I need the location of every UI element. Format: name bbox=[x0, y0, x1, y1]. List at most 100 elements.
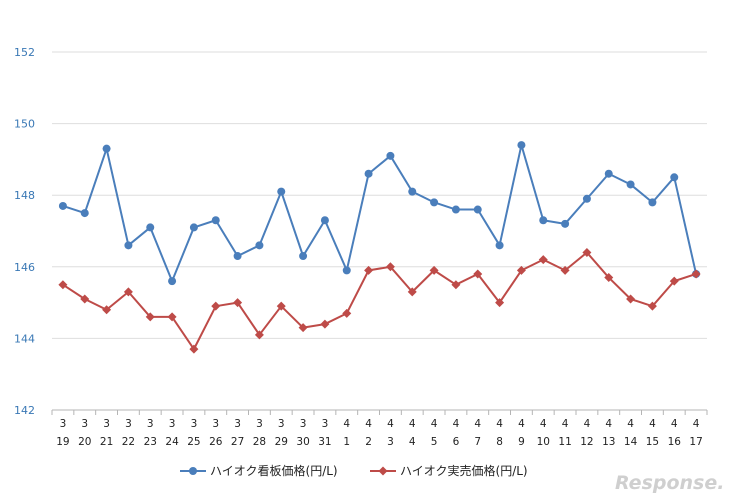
series-layer bbox=[58, 141, 701, 354]
data-point bbox=[299, 252, 308, 261]
x-tick-month: 4 bbox=[365, 418, 372, 430]
data-point bbox=[211, 216, 220, 225]
data-point bbox=[58, 201, 67, 210]
x-tick-day: 2 bbox=[365, 436, 372, 448]
x-tick-month: 3 bbox=[322, 418, 329, 430]
data-point bbox=[386, 151, 395, 160]
x-tick-month: 4 bbox=[693, 418, 700, 430]
data-point bbox=[342, 266, 351, 275]
x-tick-month: 4 bbox=[671, 418, 678, 430]
data-point bbox=[102, 305, 112, 315]
x-tick-month: 3 bbox=[147, 418, 154, 430]
x-tick-day: 29 bbox=[275, 436, 288, 448]
y-tick-label: 150 bbox=[14, 118, 35, 131]
y-tick-label: 146 bbox=[14, 261, 35, 274]
x-tick-month: 4 bbox=[387, 418, 394, 430]
data-point bbox=[604, 273, 614, 283]
series-0 bbox=[58, 141, 701, 286]
data-point bbox=[539, 216, 548, 225]
legend-label-0: ハイオク看板価格(円/L) bbox=[210, 463, 338, 478]
x-tick-month: 4 bbox=[562, 418, 569, 430]
data-point bbox=[233, 298, 243, 308]
x-tick-day: 13 bbox=[602, 436, 615, 448]
data-point bbox=[211, 301, 221, 311]
data-point bbox=[669, 276, 679, 286]
x-tick-month: 3 bbox=[256, 418, 263, 430]
x-tick-day: 20 bbox=[78, 436, 91, 448]
x-tick-day: 31 bbox=[318, 436, 331, 448]
data-point bbox=[146, 223, 155, 232]
data-point bbox=[80, 209, 89, 218]
data-point bbox=[123, 287, 133, 297]
x-tick-month: 4 bbox=[409, 418, 416, 430]
x-tick-day: 6 bbox=[453, 436, 460, 448]
x-tick-day: 7 bbox=[474, 436, 481, 448]
legend: ハイオク看板価格(円/L) ハイオク実売価格(円/L) bbox=[180, 463, 528, 478]
data-point bbox=[670, 173, 679, 182]
data-point bbox=[626, 294, 636, 304]
x-tick-day: 22 bbox=[122, 436, 135, 448]
data-point bbox=[560, 265, 570, 275]
x-tick-month: 4 bbox=[627, 418, 634, 430]
data-point bbox=[145, 312, 155, 322]
x-tick-day: 23 bbox=[144, 436, 157, 448]
data-point bbox=[233, 252, 242, 261]
x-tick-day: 9 bbox=[518, 436, 525, 448]
data-point bbox=[538, 255, 548, 265]
data-point bbox=[254, 330, 264, 340]
x-tick-month: 4 bbox=[584, 418, 591, 430]
x-tick-month: 3 bbox=[81, 418, 88, 430]
x-tick-month: 3 bbox=[191, 418, 198, 430]
watermark-text: Response. bbox=[615, 472, 724, 494]
data-point bbox=[582, 247, 592, 257]
y-axis: 142 144 146 148 150 152 bbox=[14, 46, 35, 417]
x-tick-day: 19 bbox=[56, 436, 69, 448]
data-point bbox=[167, 312, 177, 322]
x-tick-day: 17 bbox=[689, 436, 702, 448]
y-tick-label: 142 bbox=[14, 404, 35, 417]
y-tick-label: 148 bbox=[14, 189, 35, 202]
x-tick-day: 10 bbox=[537, 436, 550, 448]
data-point bbox=[364, 169, 373, 178]
data-point bbox=[516, 265, 526, 275]
x-tick-day: 12 bbox=[580, 436, 593, 448]
x-tick-month: 3 bbox=[212, 418, 219, 430]
data-point bbox=[430, 198, 439, 207]
data-point bbox=[648, 198, 657, 207]
data-point bbox=[517, 141, 526, 150]
data-point bbox=[495, 298, 505, 308]
data-point bbox=[429, 265, 439, 275]
x-tick-month: 4 bbox=[518, 418, 525, 430]
x-tick-day: 24 bbox=[165, 436, 179, 448]
data-point bbox=[407, 287, 417, 297]
data-point bbox=[276, 301, 286, 311]
data-point bbox=[385, 262, 395, 272]
data-point bbox=[124, 241, 133, 250]
x-tick-month: 4 bbox=[540, 418, 547, 430]
legend-marker-0 bbox=[189, 467, 197, 475]
x-tick-month: 4 bbox=[496, 418, 503, 430]
x-tick-day: 16 bbox=[668, 436, 682, 448]
x-tick-day: 28 bbox=[253, 436, 266, 448]
x-tick-month: 4 bbox=[343, 418, 350, 430]
x-tick-day: 21 bbox=[100, 436, 113, 448]
x-tick-month: 4 bbox=[453, 418, 460, 430]
x-tick-day: 26 bbox=[209, 436, 223, 448]
x-tick-month: 4 bbox=[605, 418, 612, 430]
data-point bbox=[647, 301, 657, 311]
legend-marker-1 bbox=[378, 466, 388, 476]
x-tick-day: 11 bbox=[558, 436, 571, 448]
data-point bbox=[320, 319, 330, 329]
x-tick-day: 27 bbox=[231, 436, 244, 448]
data-point bbox=[320, 216, 329, 225]
response-watermark: Response. bbox=[615, 472, 724, 494]
data-point bbox=[691, 269, 701, 279]
data-point bbox=[189, 223, 198, 232]
data-point bbox=[626, 180, 635, 189]
data-point bbox=[364, 265, 374, 275]
data-point bbox=[80, 294, 90, 304]
data-point bbox=[102, 144, 111, 153]
data-point bbox=[451, 205, 460, 214]
data-point bbox=[495, 241, 504, 250]
x-tick-day: 15 bbox=[646, 436, 659, 448]
